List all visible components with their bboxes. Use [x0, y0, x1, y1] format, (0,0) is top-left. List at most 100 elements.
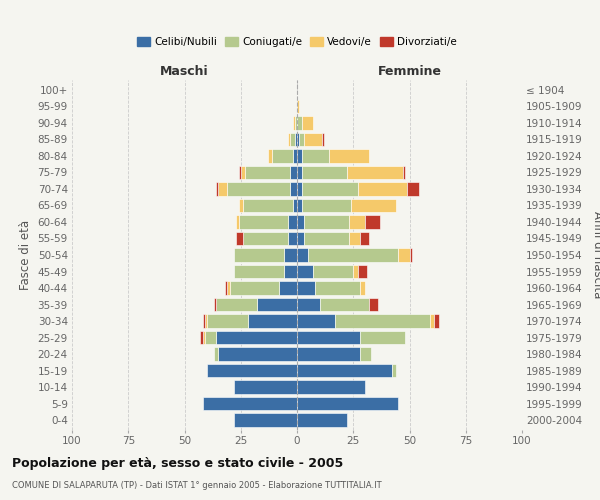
Bar	[302, 149, 329, 162]
Bar	[257, 298, 297, 312]
Bar	[241, 166, 245, 179]
Y-axis label: Fasce di età: Fasce di età	[19, 220, 32, 290]
Bar	[203, 331, 205, 344]
Bar	[239, 198, 243, 212]
Bar	[297, 348, 360, 361]
Bar	[284, 264, 297, 278]
Bar	[297, 331, 360, 344]
Bar	[236, 215, 239, 229]
Bar	[297, 298, 320, 312]
Bar	[297, 100, 299, 113]
Bar	[297, 281, 315, 295]
Bar	[200, 331, 203, 344]
Bar	[268, 149, 272, 162]
Bar	[407, 182, 419, 196]
Bar	[297, 397, 398, 410]
Bar	[360, 232, 369, 245]
Text: Femmine: Femmine	[377, 64, 442, 78]
Bar	[293, 198, 297, 212]
Bar	[295, 132, 297, 146]
Bar	[398, 248, 409, 262]
Bar	[302, 166, 347, 179]
Bar	[214, 298, 216, 312]
Bar	[297, 248, 308, 262]
Bar	[304, 232, 349, 245]
Bar	[288, 215, 297, 229]
Bar	[392, 364, 396, 378]
Bar	[434, 314, 439, 328]
Bar	[229, 281, 279, 295]
Bar	[353, 264, 358, 278]
Bar	[360, 281, 365, 295]
Bar	[234, 248, 284, 262]
Bar	[358, 264, 367, 278]
Bar	[297, 215, 304, 229]
Bar	[234, 380, 297, 394]
Bar	[216, 182, 218, 196]
Bar	[293, 149, 297, 162]
Bar	[234, 414, 297, 427]
Bar	[297, 166, 302, 179]
Bar	[304, 132, 322, 146]
Bar	[299, 132, 304, 146]
Text: Popolazione per età, sesso e stato civile - 2005: Popolazione per età, sesso e stato civil…	[12, 458, 343, 470]
Bar	[207, 314, 248, 328]
Bar	[335, 314, 430, 328]
Text: COMUNE DI SALAPARUTA (TP) - Dati ISTAT 1° gennaio 2005 - Elaborazione TUTTITALIA: COMUNE DI SALAPARUTA (TP) - Dati ISTAT 1…	[12, 481, 382, 490]
Bar	[329, 149, 369, 162]
Bar	[225, 281, 227, 295]
Bar	[297, 198, 302, 212]
Bar	[288, 132, 290, 146]
Bar	[322, 132, 324, 146]
Bar	[304, 215, 349, 229]
Bar	[297, 264, 313, 278]
Bar	[302, 116, 313, 130]
Bar	[297, 380, 365, 394]
Bar	[360, 348, 371, 361]
Bar	[297, 116, 302, 130]
Bar	[227, 182, 290, 196]
Bar	[351, 198, 396, 212]
Bar	[239, 166, 241, 179]
Bar	[315, 281, 360, 295]
Bar	[218, 182, 227, 196]
Bar	[360, 331, 405, 344]
Bar	[297, 132, 299, 146]
Legend: Celibi/Nubili, Coniugati/e, Vedovi/e, Divorziati/e: Celibi/Nubili, Coniugati/e, Vedovi/e, Di…	[133, 32, 461, 51]
Bar	[297, 414, 347, 427]
Bar	[297, 232, 304, 245]
Bar	[272, 149, 293, 162]
Bar	[245, 166, 290, 179]
Bar	[203, 397, 297, 410]
Bar	[302, 182, 358, 196]
Bar	[302, 198, 351, 212]
Bar	[239, 215, 288, 229]
Y-axis label: Anni di nascita: Anni di nascita	[591, 212, 600, 298]
Bar	[320, 298, 369, 312]
Bar	[430, 314, 434, 328]
Bar	[214, 348, 218, 361]
Bar	[297, 364, 392, 378]
Bar	[227, 281, 229, 295]
Bar	[358, 182, 407, 196]
Bar	[369, 298, 378, 312]
Bar	[243, 198, 293, 212]
Bar	[218, 348, 297, 361]
Text: Maschi: Maschi	[160, 64, 209, 78]
Bar	[349, 232, 360, 245]
Bar	[216, 298, 257, 312]
Bar	[288, 232, 297, 245]
Bar	[313, 264, 353, 278]
Bar	[293, 116, 295, 130]
Bar	[349, 215, 365, 229]
Bar	[284, 248, 297, 262]
Bar	[207, 364, 297, 378]
Bar	[297, 149, 302, 162]
Bar	[203, 314, 205, 328]
Bar	[347, 166, 403, 179]
Bar	[409, 248, 412, 262]
Bar	[290, 132, 295, 146]
Bar	[295, 116, 297, 130]
Bar	[290, 182, 297, 196]
Bar	[365, 215, 380, 229]
